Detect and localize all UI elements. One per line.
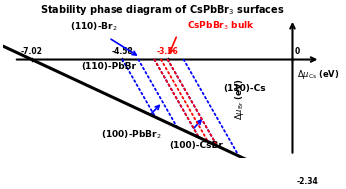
Text: (110)-Br$_2$: (110)-Br$_2$: [70, 20, 118, 33]
Title: Stability phase diagram of CsPbBr$_3$ surfaces: Stability phase diagram of CsPbBr$_3$ su…: [40, 3, 285, 17]
Text: 0: 0: [294, 47, 300, 56]
Text: $\Delta\mu_{\mathrm{Br}}$ (eV): $\Delta\mu_{\mathrm{Br}}$ (eV): [233, 78, 246, 120]
Text: -2.34: -2.34: [296, 177, 318, 186]
Text: (100)-PbBr$_2$: (100)-PbBr$_2$: [101, 128, 161, 141]
Text: (110)-PbBr: (110)-PbBr: [81, 62, 136, 71]
Text: $\Delta\mu_{\mathrm{Cs}}$ (eV): $\Delta\mu_{\mathrm{Cs}}$ (eV): [297, 67, 339, 81]
Text: (100)-CsBr: (100)-CsBr: [169, 141, 223, 149]
Text: -4.58: -4.58: [111, 47, 133, 56]
Text: (110)-Cs: (110)-Cs: [223, 84, 265, 93]
Text: -7.02: -7.02: [21, 47, 43, 56]
Text: -3.36: -3.36: [157, 47, 179, 56]
Text: CsPbBr$_3$ bulk: CsPbBr$_3$ bulk: [186, 19, 255, 32]
